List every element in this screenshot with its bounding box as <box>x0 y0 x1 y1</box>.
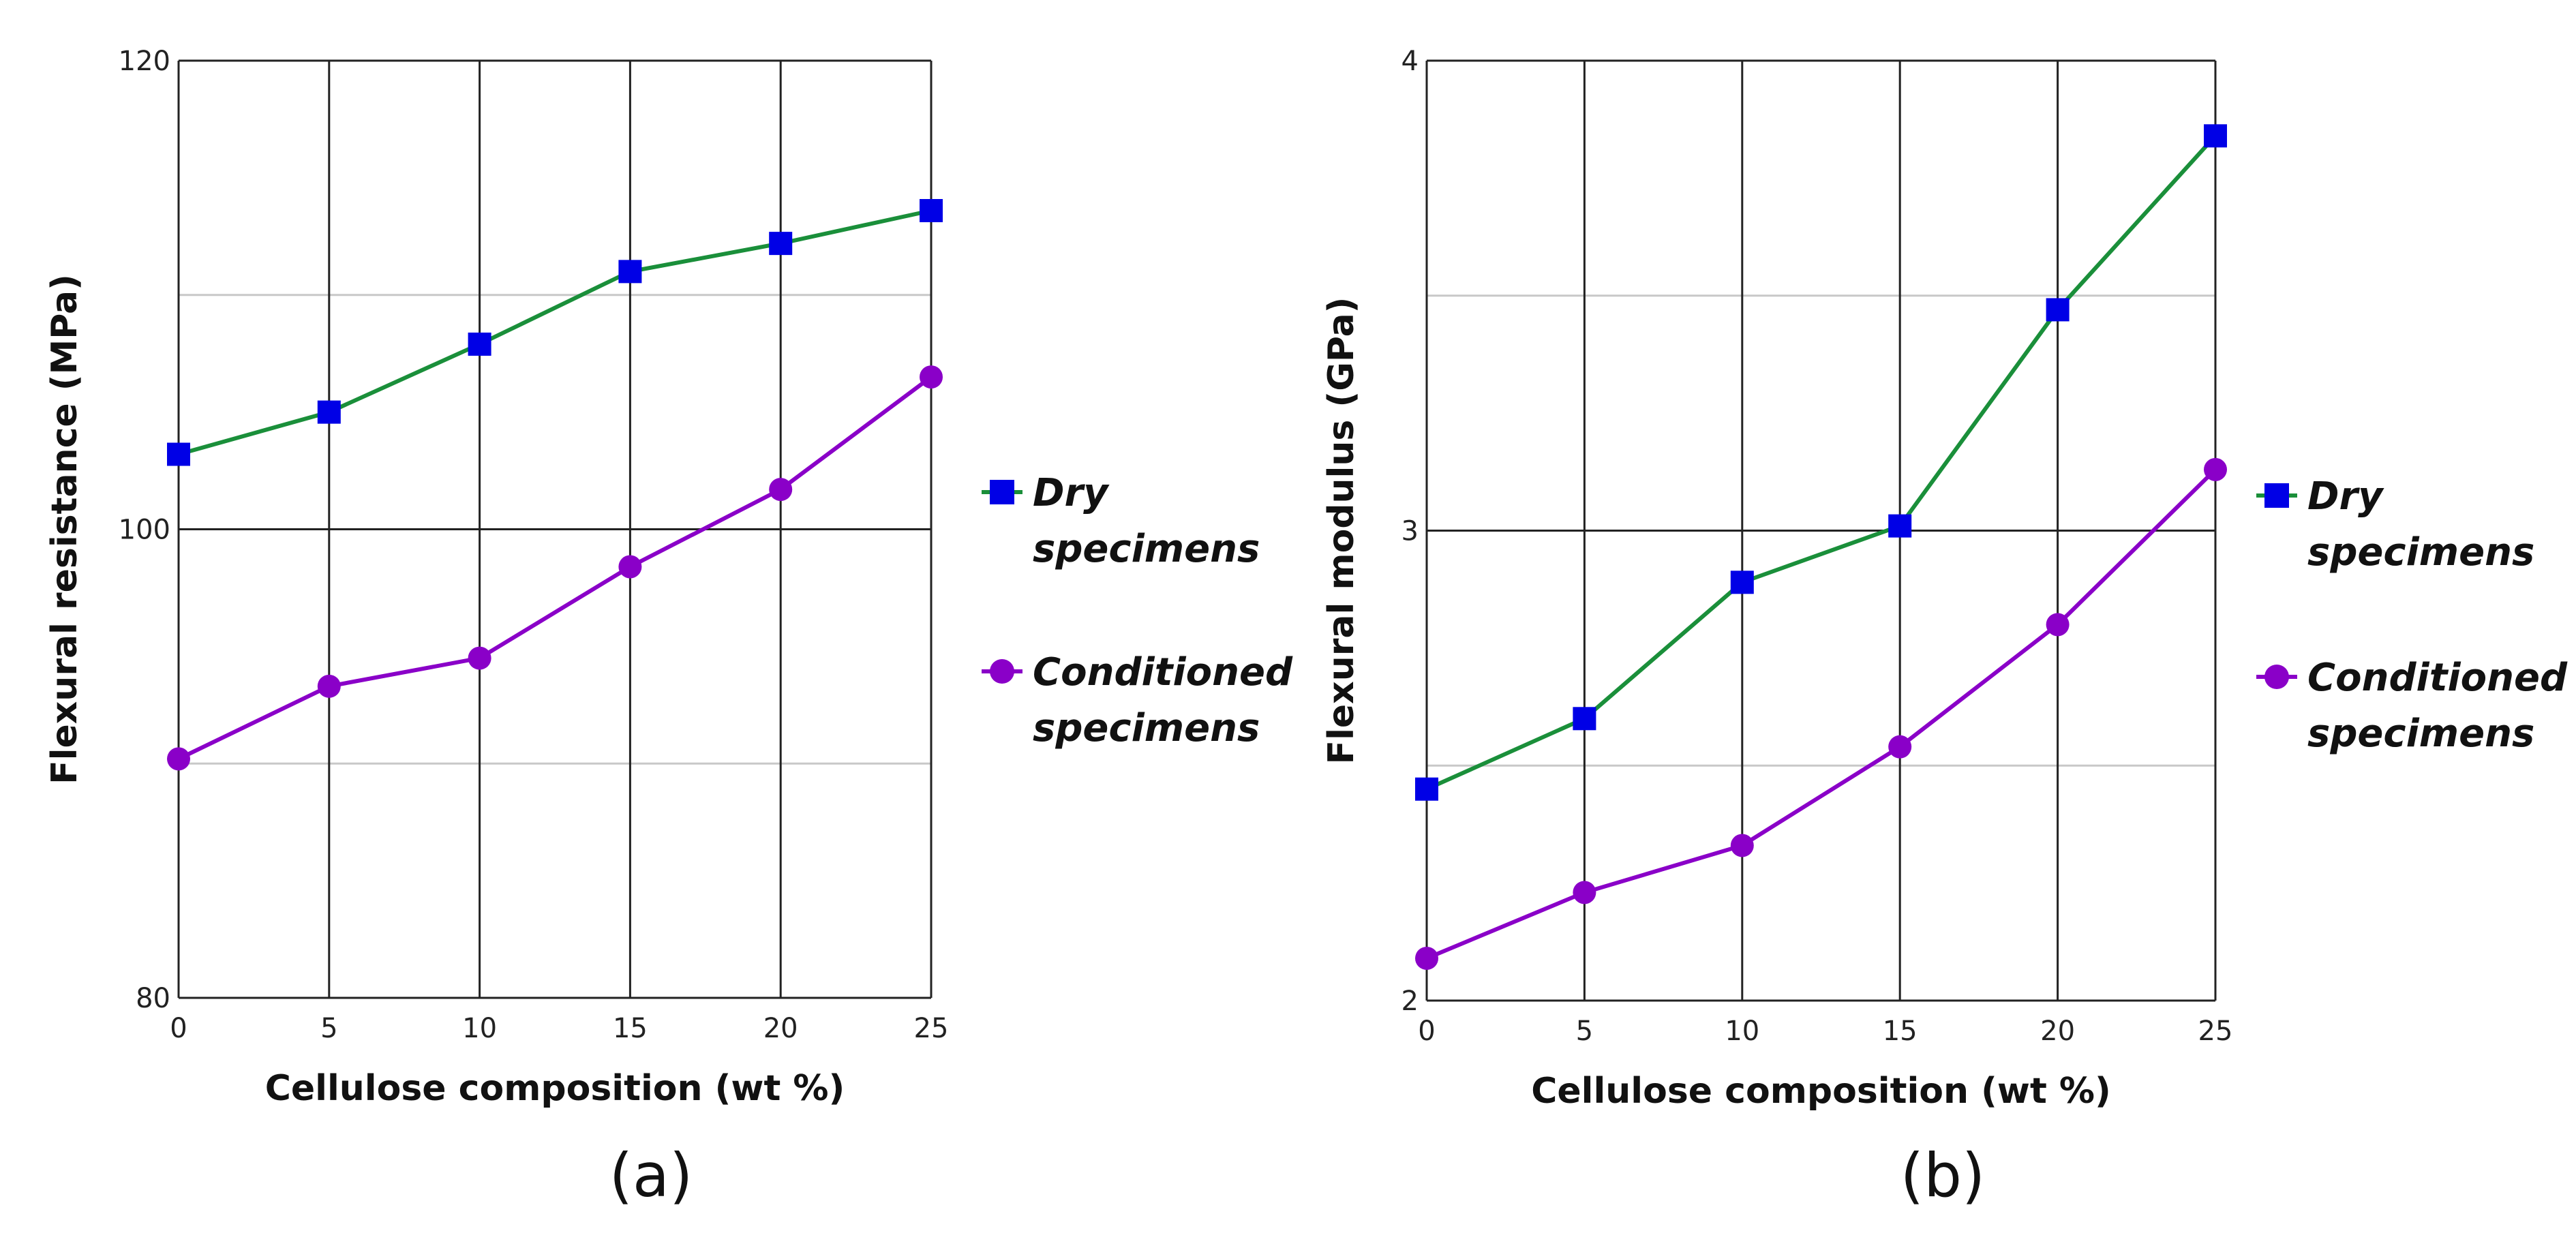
x-tick-label-b-4: 20 <box>2040 1016 2075 1047</box>
panel-label-a: (a) <box>609 1140 693 1211</box>
data-point-a-dry-0 <box>167 442 190 466</box>
chart-a-flexural-resistance: 0 5 10 15 20 25 80 100 120 Cellulose composition … <box>44 46 1293 1211</box>
data-point-a-dry-4 <box>769 232 793 256</box>
legend-label-a-conditioned-line1: Conditioned <box>1033 650 1293 695</box>
y-tick-label-b-2: 4 <box>1401 46 1419 77</box>
panel-label-b: (b) <box>1900 1140 1986 1211</box>
x-tick-label-b-1: 5 <box>1576 1016 1593 1047</box>
data-point-b-conditioned-4 <box>2046 613 2070 637</box>
data-point-a-conditioned-5 <box>920 365 943 389</box>
x-axis-label-b: Cellulose composition (wt %) <box>1531 1071 2111 1112</box>
series-line-b-dry <box>1425 134 2217 791</box>
y-tick-label-a-1: 100 <box>119 515 170 546</box>
data-point-a-dry-5 <box>920 199 943 222</box>
x-tick-label-b-2: 10 <box>1725 1016 1759 1047</box>
x-tick-label-b-3: 15 <box>1883 1016 1918 1047</box>
data-point-b-dry-2 <box>1730 570 1754 594</box>
legend-marker-a-conditioned <box>990 659 1014 684</box>
data-point-a-conditioned-1 <box>317 674 341 698</box>
legend-marker-b-conditioned <box>2264 665 2289 689</box>
y-axis-label-b: Flexural modulus (GPa) <box>1321 297 1362 765</box>
data-point-b-dry-0 <box>1415 777 1438 801</box>
y-tick-label-b-0: 2 <box>1401 986 1419 1017</box>
chart-b-flexural-modulus: 0 5 10 15 20 25 2 3 4 Cellulose composition (wt %… <box>1321 46 2568 1211</box>
data-point-b-conditioned-2 <box>1730 834 1754 857</box>
x-axis-label-a: Cellulose composition (wt %) <box>265 1068 845 1109</box>
y-tick-label-b-1: 3 <box>1401 516 1419 547</box>
legend-label-a-conditioned-line2: specimens <box>1033 706 1260 750</box>
data-point-a-conditioned-3 <box>618 555 642 579</box>
x-tick-label-a-5: 25 <box>914 1013 949 1044</box>
data-point-a-dry-1 <box>317 400 341 424</box>
data-point-a-dry-2 <box>468 332 491 356</box>
y-tick-label-a-2: 120 <box>119 46 170 77</box>
data-point-b-conditioned-5 <box>2204 457 2227 481</box>
x-tick-label-b-5: 25 <box>2198 1016 2233 1047</box>
x-tick-label-a-1: 5 <box>320 1013 337 1044</box>
legend-label-b-dry-line2: specimens <box>2307 530 2534 575</box>
series-line-b-conditioned <box>1425 468 2217 960</box>
series-line-a-conditioned <box>177 375 933 761</box>
x-tick-label-a-0: 0 <box>170 1013 187 1044</box>
y-tick-label-a-0: 80 <box>136 983 170 1014</box>
legend-marker-b-dry <box>2264 483 2289 508</box>
data-point-b-dry-3 <box>1888 514 1912 538</box>
legend-label-a-dry-line1: Dry <box>1033 471 1110 515</box>
series-line-a-dry <box>178 209 932 457</box>
x-tick-label-a-4: 20 <box>763 1013 798 1044</box>
data-point-a-conditioned-0 <box>167 747 190 771</box>
legend-label-b-conditioned-line1: Conditioned <box>2307 656 2568 700</box>
y-axis-label-a: Flexural resistance (MPa) <box>44 274 85 785</box>
data-point-b-conditioned-1 <box>1573 881 1596 904</box>
data-point-b-dry-5 <box>2204 124 2227 148</box>
x-tick-label-b-0: 0 <box>1418 1016 1435 1047</box>
x-tick-label-a-2: 10 <box>462 1013 497 1044</box>
data-point-b-conditioned-0 <box>1415 946 1438 970</box>
data-point-b-dry-4 <box>2046 298 2070 322</box>
legend-label-a-dry-line2: specimens <box>1033 527 1260 571</box>
legend-label-b-dry-line1: Dry <box>2307 474 2384 519</box>
legend-label-b-conditioned-line2: specimens <box>2307 712 2534 756</box>
data-point-a-conditioned-2 <box>468 646 491 670</box>
data-point-a-dry-3 <box>618 260 642 284</box>
data-point-a-conditioned-4 <box>769 478 793 502</box>
legend-marker-a-dry <box>990 480 1014 504</box>
data-point-b-dry-1 <box>1573 707 1596 731</box>
x-tick-label-a-3: 15 <box>613 1013 648 1044</box>
data-point-b-conditioned-3 <box>1888 735 1912 759</box>
